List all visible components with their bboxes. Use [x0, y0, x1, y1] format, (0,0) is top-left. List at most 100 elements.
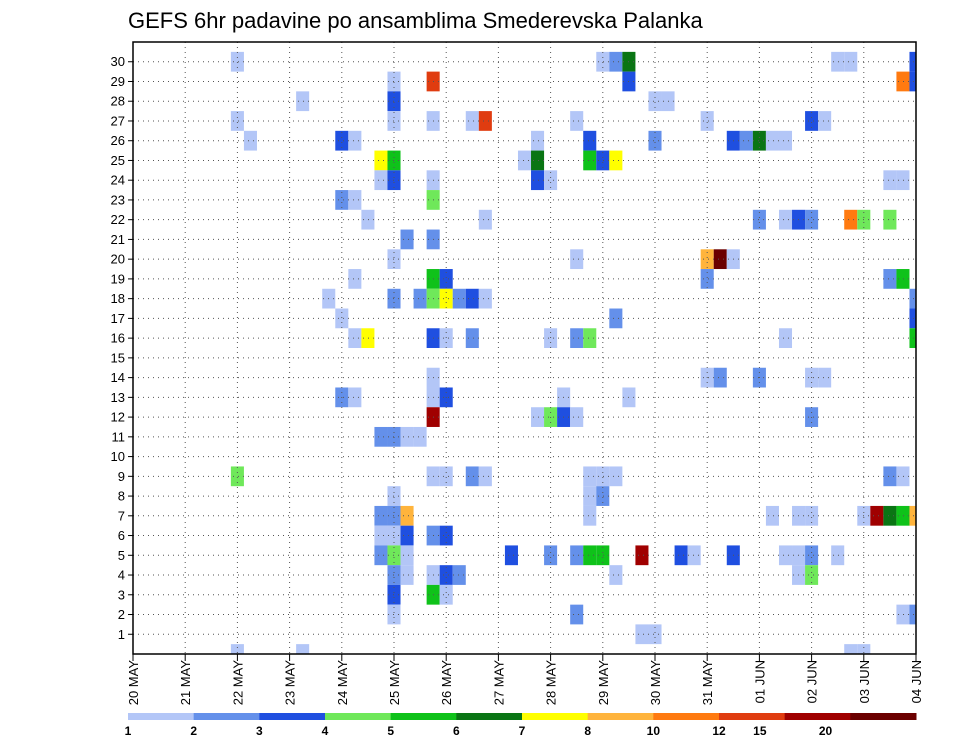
heatmap-cell: [700, 269, 714, 289]
legend-swatch: [390, 713, 457, 720]
heatmap-cell: [909, 604, 916, 625]
legend-label: 7: [519, 724, 526, 738]
heatmap-cell: [883, 505, 897, 526]
legend-label: 6: [453, 724, 460, 738]
y-tick-label: 9: [118, 469, 125, 484]
x-tick-label: 27 MAY: [491, 660, 506, 706]
heatmap-cell: [778, 545, 793, 566]
y-tick-label: 3: [118, 587, 125, 602]
heatmap-cell: [687, 545, 701, 566]
heatmap-cell: [596, 150, 610, 171]
heatmap-cell: [609, 308, 623, 329]
y-tick-label: 10: [111, 449, 125, 464]
heatmap-cell: [583, 150, 597, 171]
y-tick-label: 26: [111, 133, 125, 148]
x-tick-label: 04 JUN: [909, 660, 924, 703]
heatmap-cell: [335, 308, 349, 329]
heatmap-cell: [400, 229, 414, 250]
heatmap-cell: [361, 209, 375, 230]
heatmap-cell: [400, 545, 414, 566]
y-tick-label: 24: [111, 173, 125, 188]
heatmap-cell: [400, 505, 414, 526]
heatmap-cell: [883, 466, 897, 487]
heatmap-cell: [544, 328, 558, 348]
heatmap-cell: [674, 545, 688, 566]
y-tick-label: 29: [111, 74, 125, 89]
legend-swatch: [587, 713, 654, 720]
heatmap-cell: [778, 328, 793, 348]
heatmap-cell: [805, 505, 819, 526]
y-tick-label: 25: [111, 153, 125, 168]
legend-swatch: [456, 713, 523, 720]
heatmap-cell: [374, 525, 388, 546]
heatmap-cell: [583, 328, 597, 348]
heatmap-cell: [374, 170, 388, 191]
heatmap-cell: [896, 466, 910, 487]
y-tick-label: 2: [118, 607, 125, 622]
heatmap-cell: [570, 249, 584, 270]
heatmap-cell: [896, 170, 910, 191]
x-tick-label: 31 MAY: [700, 660, 715, 706]
heatmap-cell: [348, 328, 362, 348]
heatmap-cell: [844, 209, 858, 230]
heatmap-cell: [452, 288, 466, 309]
heatmap-cell: [609, 51, 623, 72]
heatmap-cell: [883, 269, 897, 289]
heatmap-cell: [439, 288, 453, 309]
heatmap-cell: [570, 604, 584, 625]
legend-label: 20: [819, 724, 833, 738]
heatmap-cell: [870, 505, 884, 526]
heatmap-cell: [478, 288, 492, 309]
heatmap-cell: [648, 130, 662, 151]
heatmap-cell: [596, 51, 610, 72]
y-tick-label: 1: [118, 627, 125, 642]
heatmap-cell: [439, 328, 453, 348]
y-tick-label: 19: [111, 271, 125, 286]
heatmap-cell: [478, 466, 492, 487]
heatmap-cell: [909, 308, 916, 329]
legend-label: 10: [647, 724, 661, 738]
x-tick-label: 29 MAY: [596, 660, 611, 706]
heatmap-cell: [478, 111, 492, 131]
y-tick-label: 23: [111, 192, 125, 207]
heatmap-cell: [635, 545, 649, 566]
y-tick-label: 17: [111, 311, 125, 326]
heatmap-cell: [348, 130, 362, 151]
heatmap-cell: [583, 130, 597, 151]
heatmap-cell: [465, 466, 479, 487]
heatmap-cell: [570, 328, 584, 348]
y-tick-label: 21: [111, 232, 125, 247]
heatmap-cell: [765, 130, 779, 151]
heatmap-cell: [531, 170, 545, 191]
heatmap-cell: [883, 209, 897, 230]
heatmap-cell: [374, 426, 388, 447]
legend-label: 1: [125, 724, 132, 738]
heatmap-cell: [531, 130, 545, 151]
heatmap-cell: [478, 209, 492, 230]
heatmap-cell: [374, 545, 388, 566]
heatmap-cell: [439, 269, 453, 289]
x-tick-label: 30 MAY: [648, 660, 663, 706]
heatmap-cell: [596, 466, 610, 487]
y-tick-label: 28: [111, 94, 125, 109]
heatmap-cell: [857, 644, 871, 654]
legend-swatch: [522, 713, 589, 720]
legend-swatch: [325, 713, 392, 720]
grid-lines: [133, 42, 916, 654]
x-tick-label: 02 JUN: [805, 660, 820, 703]
heatmap-cell: [752, 130, 766, 151]
heatmap-cell: [465, 111, 479, 131]
heatmap-cell: [844, 644, 858, 654]
legend-swatch: [719, 713, 786, 720]
heatmap-cell: [544, 545, 558, 566]
heatmap-cell: [361, 328, 375, 348]
y-tick-label: 27: [111, 113, 125, 128]
heatmap-cell: [348, 387, 362, 408]
heatmap-cell: [544, 170, 558, 191]
heatmap-cell: [896, 505, 910, 526]
heatmap-cell: [805, 209, 819, 230]
heatmap-cell: [531, 407, 545, 427]
legend-label: 5: [387, 724, 394, 738]
chart-title: GEFS 6hr padavine po ansamblima Smederev…: [128, 8, 704, 33]
